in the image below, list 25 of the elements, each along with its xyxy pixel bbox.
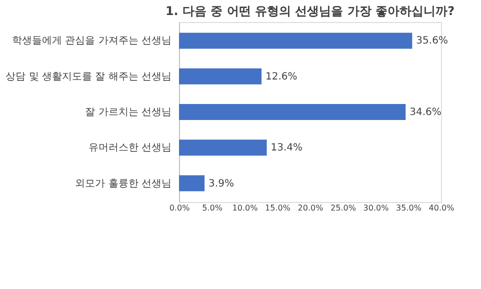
chart-title: 1. 다음 중 어떤 유형의 선생님을 가장 좋아하십니까? [165, 4, 455, 18]
bar [179, 175, 205, 192]
x-tick-label: 30.0% [363, 204, 390, 212]
data-label: 34.6% [410, 107, 442, 118]
x-tick-label: 20.0% [298, 204, 324, 212]
data-label: 12.6% [266, 71, 298, 82]
data-label: 13.4% [270, 142, 303, 154]
x-tick-label: 0.0% [169, 204, 190, 212]
x-tick-label: 40.0% [428, 204, 455, 212]
data-label: 3.9% [208, 178, 234, 190]
bar [179, 140, 267, 156]
bar [179, 68, 262, 84]
x-tick-label: 35.0% [396, 204, 422, 212]
y-tick-label: 상담 및 생활지도를 잘 해주는 선생님 [6, 71, 172, 82]
y-tick-label: 유머러스한 선생님 [88, 142, 172, 154]
y-tick-label: 외모가 훌륭한 선생님 [75, 178, 172, 190]
bar [179, 32, 412, 49]
bar [179, 104, 406, 120]
x-tick-label: 25.0% [330, 204, 356, 212]
data-label: 35.6% [416, 36, 448, 47]
x-tick-label: 5.0% [202, 204, 223, 212]
y-tick-label: 잘 가르치는 선생님 [85, 107, 172, 118]
x-tick-label: 15.0% [265, 204, 291, 212]
y-tick-label: 학생들에게 관심을 가져주는 선생님 [12, 36, 172, 47]
x-tick-label: 10.0% [232, 204, 258, 212]
